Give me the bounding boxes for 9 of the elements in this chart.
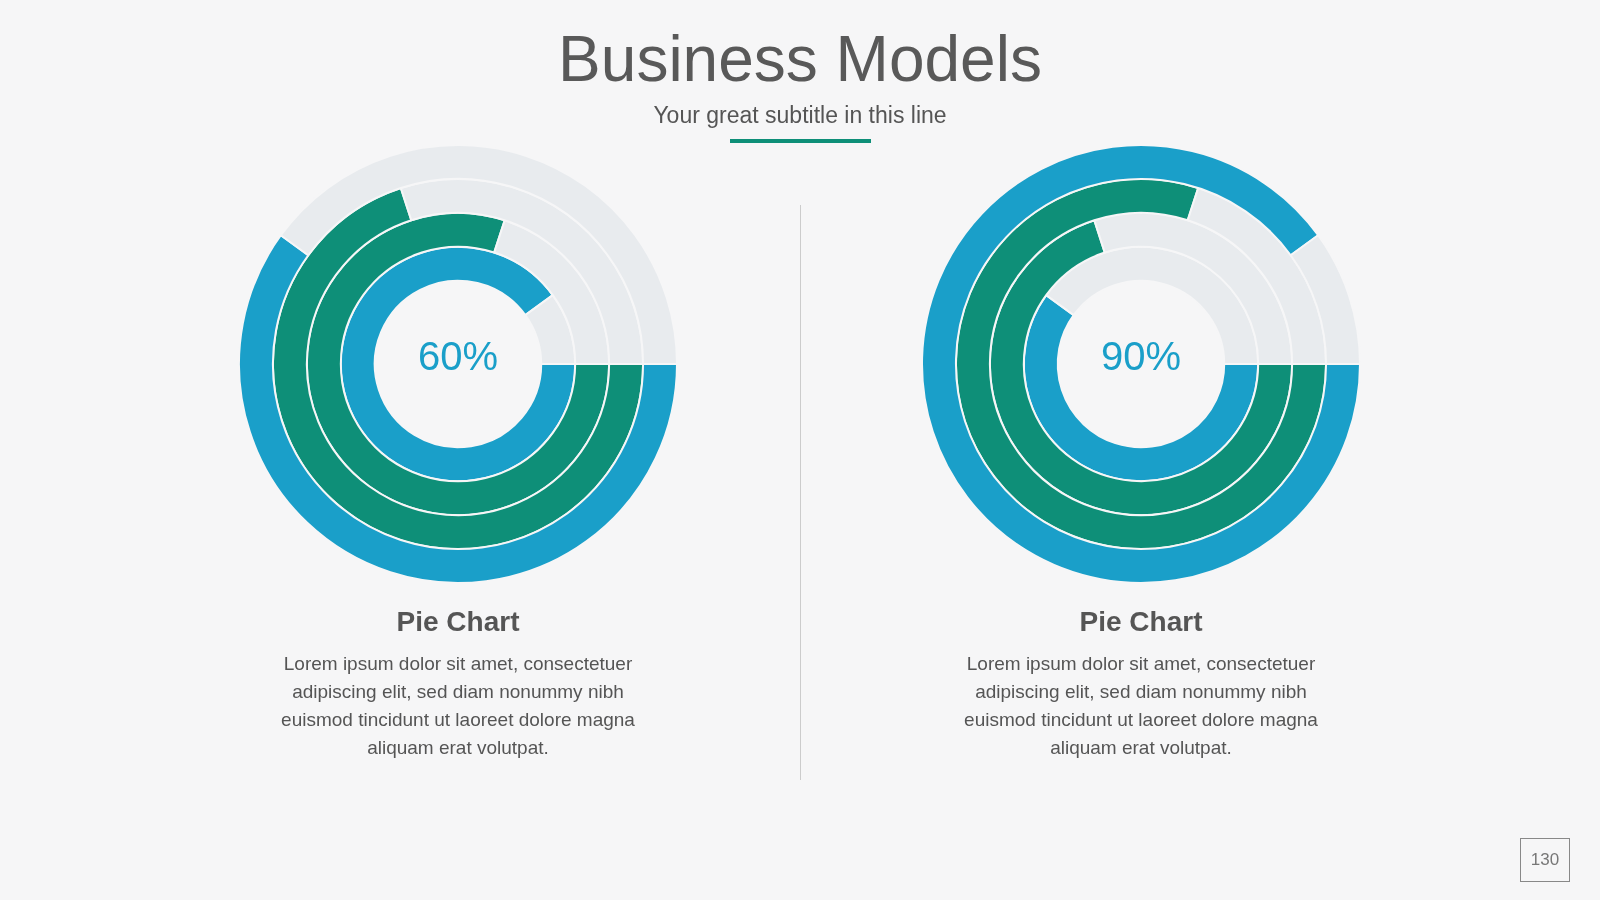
text: Pie Chart: [1078, 606, 1204, 638]
text: Lorem ipsum dolor sit amet, consectetuer adipiscing elit, sed diam nonummy nibh euismod tincidunt ut laoreet dolore magna aliquam erat volutpat.: [963, 652, 1319, 760]
text: Your great subtitle in this line: [652, 102, 948, 129]
page-badge: 130: [1520, 838, 1570, 882]
text: 90%: [1099, 334, 1183, 379]
text: Pie Chart: [395, 606, 521, 638]
text: Business Models: [557, 22, 1043, 96]
text: 60%: [416, 334, 500, 379]
text: Lorem ipsum dolor sit amet, consectetuer adipiscing elit, sed diam nonummy nibh euismod tincidunt ut laoreet dolore magna aliquam erat volutpat.: [280, 652, 636, 760]
